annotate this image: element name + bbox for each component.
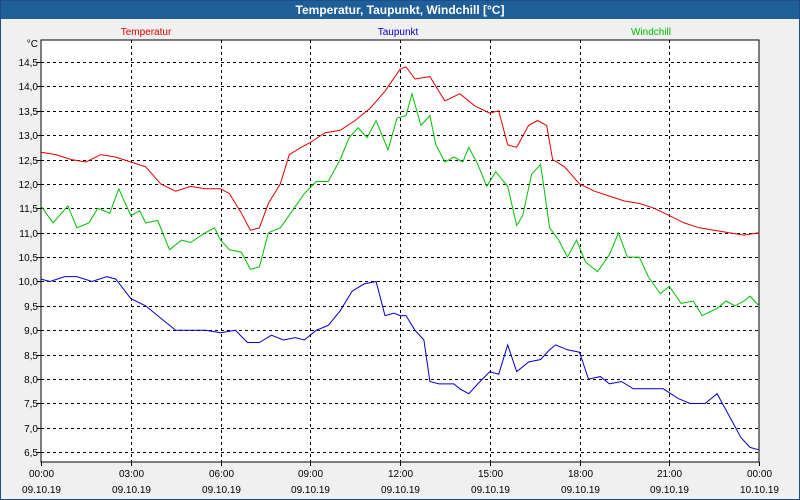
y-unit-label: °C — [27, 39, 38, 50]
y-tick-label: 14,0 — [19, 82, 39, 93]
series-line-temperatur — [40, 66, 760, 236]
window-title: Temperatur, Taupunkt, Windchill [°C] — [1, 1, 799, 19]
line-chart: 6,5 7,0 7,5 8,0 8,5 9,0 9,5 10,0 10,5 11,0 11,5 12,… — [19, 27, 780, 496]
x-tick-label-date: 09.10.19 — [202, 485, 241, 496]
y-tick-label: 11,5 — [19, 204, 38, 215]
y-tick-label: 14,5 — [19, 58, 39, 69]
x-tick-label-time: 15:00 — [478, 469, 503, 480]
y-tick-label: 12,0 — [19, 180, 39, 191]
x-tick-label-time: 21:00 — [657, 469, 682, 480]
y-tick-label: 8,0 — [24, 375, 38, 386]
y-tick-label: 13,0 — [19, 131, 39, 142]
legend-temperatur: Temperatur — [121, 27, 172, 38]
x-tick-label-date: 09.10.19 — [291, 485, 330, 496]
y-tick-label: 12,5 — [19, 156, 39, 167]
y-tick-label: 9,0 — [24, 326, 38, 337]
y-tick-label: 8,5 — [24, 351, 38, 362]
y-tick-label: 11,0 — [19, 229, 38, 240]
y-tick-label: 7,5 — [24, 399, 38, 410]
y-tick-label: 6,5 — [24, 448, 38, 459]
x-tick-label-date: 09.10.19 — [650, 485, 689, 496]
y-tick-label: 9,5 — [24, 302, 38, 313]
y-tick-label: 10,5 — [19, 253, 39, 264]
x-tick-label-date: 09.10.19 — [381, 485, 420, 496]
x-tick-label-date: 09.10.19 — [22, 485, 61, 496]
x-tick-label-date: 09.10.19 — [112, 485, 151, 496]
series-line-windchill — [40, 91, 760, 317]
x-tick-label-time: 00:00 — [747, 469, 772, 480]
y-tick-label: 10,0 — [19, 277, 39, 288]
x-tick-label-time: 06:00 — [209, 469, 234, 480]
series-line-taupunkt — [40, 276, 760, 451]
y-tick-label: 13,5 — [19, 107, 39, 118]
x-tick-label-time: 03:00 — [119, 469, 144, 480]
x-tick-label-date: 10.10.19 — [740, 485, 779, 496]
legend-taupunkt: Taupunkt — [378, 27, 419, 38]
x-tick-label-time: 00:00 — [29, 469, 54, 480]
y-tick-label: 7,0 — [24, 424, 38, 435]
x-tick-label-time: 12:00 — [388, 469, 413, 480]
x-tick-label-date: 09.10.19 — [471, 485, 510, 496]
legend-windchill: Windchill — [631, 27, 671, 38]
x-tick-label-time: 09:00 — [298, 469, 323, 480]
x-tick-label-time: 18:00 — [568, 469, 593, 480]
x-tick-label-date: 09.10.19 — [561, 485, 600, 496]
